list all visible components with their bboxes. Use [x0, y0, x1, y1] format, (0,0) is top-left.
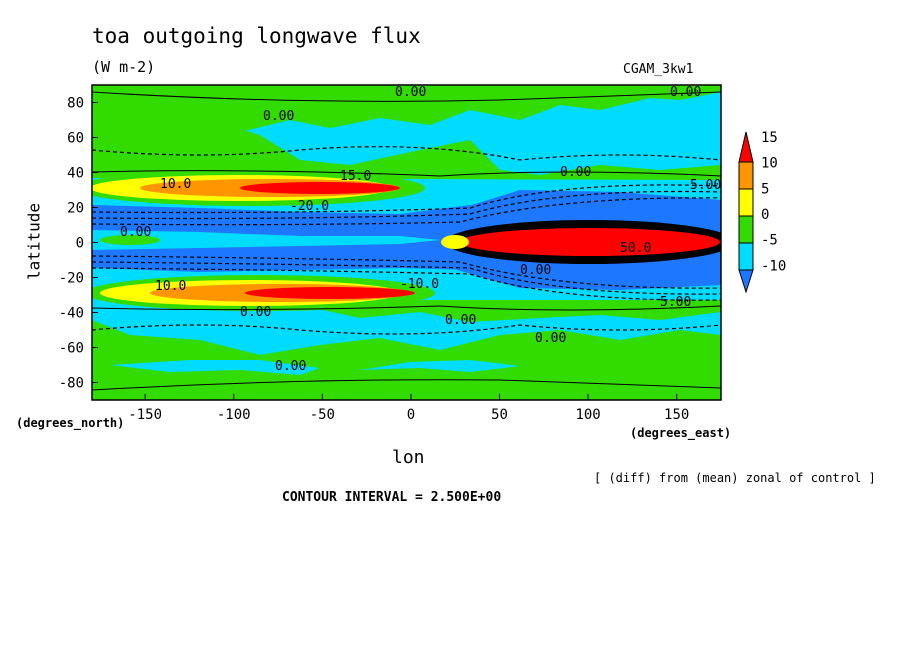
contour-label: 10.0: [155, 279, 186, 294]
y-tick-label: 80: [67, 96, 84, 112]
y-tick-label: -40: [59, 306, 84, 322]
y-axis-units: (degrees_north): [16, 416, 125, 430]
x-ticks: -150 -100 -50 0 50 100 150: [128, 394, 689, 423]
x-tick-label: -50: [310, 407, 335, 423]
colorbar-label: 10: [761, 156, 778, 172]
contour-label: 0.00: [240, 305, 271, 320]
colorbar-label: 15: [761, 130, 778, 146]
chart-subtitle: (W m-2): [92, 58, 156, 76]
colorbar-swatch: [738, 188, 754, 217]
colorbar-swatch: [738, 269, 754, 294]
x-tick-label: 50: [491, 407, 508, 423]
contour-label: 5.00: [690, 178, 721, 193]
x-tick-label: 100: [575, 407, 600, 423]
x-tick-label: 150: [664, 407, 689, 423]
model-label: CGAM_3kw1: [623, 62, 694, 77]
field-fill: [92, 85, 721, 400]
contour-label: 0.00: [560, 165, 591, 180]
y-tick-label: 20: [67, 201, 84, 217]
y-tick-label: 0: [76, 236, 84, 252]
contour-label: 0.00: [520, 263, 551, 278]
y-tick-label: -20: [59, 271, 84, 287]
x-tick-label: 0: [407, 407, 415, 423]
contour-label: 0.00: [445, 313, 476, 328]
contour-label: -20.0: [290, 199, 329, 214]
x-tick-label: -100: [217, 407, 251, 423]
colorbar-label: 5: [761, 181, 769, 197]
colorbar-swatch: [738, 161, 754, 190]
x-axis-label: lon: [392, 447, 425, 468]
contour-label: 0.00: [275, 359, 306, 374]
chart-title: toa outgoing longwave flux: [92, 24, 421, 48]
y-ticks: 80 60 40 20 0 -20 -40 -60 -80: [59, 96, 98, 392]
colorbar-swatch: [738, 242, 754, 271]
contour-label: 50.0: [620, 241, 651, 256]
x-tick-label: -150: [128, 407, 162, 423]
contour-label: 0.00: [535, 331, 566, 346]
colorbar-label: -5: [761, 233, 778, 249]
contour-labels: 0.00 0.00 0.00 0.00 0.00 10.0 5.00 -20.0 50.0 10.…: [120, 85, 721, 374]
colorbar-label: -10: [761, 258, 786, 274]
y-tick-label: -60: [59, 341, 84, 357]
colorbar-label: 0: [761, 207, 769, 223]
colorbar: 15 10 5 0 -5 -10: [738, 130, 786, 294]
contour-label: 5.00: [660, 295, 691, 310]
contour-label: -10.0: [400, 277, 439, 292]
colorbar-swatch: [738, 131, 754, 163]
y-tick-label: -80: [59, 376, 84, 392]
contour-label: 0.00: [120, 225, 151, 240]
contour-label: 0.00: [263, 109, 294, 124]
y-tick-label: 60: [67, 131, 84, 147]
difference-note: [ (diff) from (mean) zonal of control ]: [594, 471, 876, 485]
contour-label: 10.0: [160, 177, 191, 192]
contour-label: 0.00: [395, 85, 426, 100]
contour-interval: CONTOUR INTERVAL = 2.500E+00: [282, 490, 502, 505]
contour-label: 0.00: [670, 85, 701, 100]
contour-label: 15.0: [340, 169, 371, 184]
colorbar-swatch: [738, 215, 754, 244]
x-axis-units: (degrees_east): [630, 426, 732, 440]
y-tick-label: 40: [67, 166, 84, 182]
